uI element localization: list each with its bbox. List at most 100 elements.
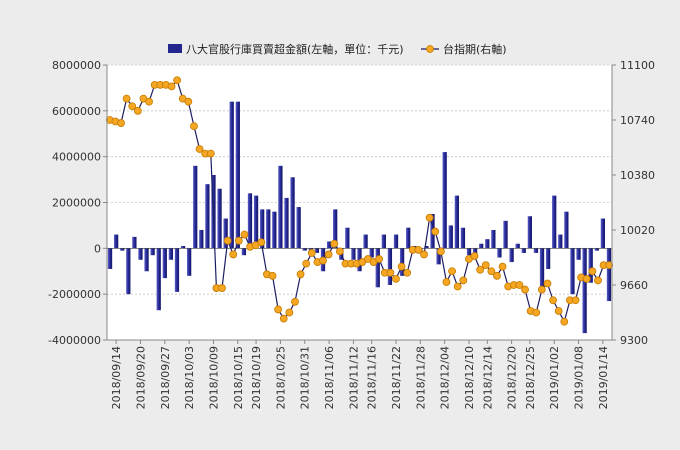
bar [302, 248, 307, 251]
line-point [476, 265, 485, 274]
line-point [420, 250, 428, 259]
bar [199, 230, 204, 249]
plot-area: 8000000 6000000 4000000 2000000 0 -2000000 -40… [48, 59, 655, 409]
bar [229, 101, 234, 249]
line-point [335, 247, 344, 256]
right-axis-label: 10740 [620, 114, 655, 127]
bar [284, 197, 289, 249]
x-axis-label: 2018/09/20 [134, 346, 147, 409]
line-point [515, 281, 524, 289]
x-axis-label: 2019/01/08 [573, 346, 586, 409]
bar [600, 218, 605, 249]
bar [114, 234, 119, 249]
line-point [582, 274, 591, 283]
line-point [459, 276, 468, 285]
x-axis-label: 2018/10/25 [274, 346, 287, 409]
bar [552, 195, 557, 249]
line-point [605, 261, 614, 270]
line-point [498, 262, 507, 271]
line-point [414, 245, 423, 254]
line-point [173, 76, 182, 85]
line-point [493, 271, 501, 280]
line-point [117, 119, 125, 127]
bar [606, 248, 612, 302]
bar [375, 248, 380, 288]
left-axis-label: -4000000 [48, 334, 101, 347]
bar [369, 248, 374, 258]
line-point [257, 238, 266, 247]
bar [533, 248, 539, 253]
bar [132, 236, 137, 249]
line-point [167, 82, 176, 91]
line-point [453, 282, 462, 291]
bar [314, 248, 320, 253]
bar [454, 195, 459, 249]
bar [253, 195, 259, 249]
x-axis-label: 2018/12/14 [481, 346, 494, 409]
bar [193, 165, 198, 249]
bar [503, 220, 508, 249]
bar [527, 216, 532, 249]
line-point [554, 307, 563, 315]
bar [217, 188, 222, 249]
line-point [571, 296, 580, 305]
legend-line-marker [426, 45, 434, 53]
legend-bar-swatch [168, 44, 182, 53]
bar [485, 239, 490, 249]
line-point [386, 268, 395, 277]
bar [570, 248, 575, 295]
line-point [403, 268, 412, 277]
line-point [594, 276, 602, 285]
line-point [537, 285, 546, 294]
bar [260, 209, 265, 249]
bar [290, 177, 295, 249]
line-point [319, 256, 327, 265]
bar [120, 248, 125, 251]
x-axis-label: 2019/01/02 [548, 346, 561, 409]
bar [241, 248, 247, 256]
line-point [122, 94, 131, 103]
right-axis-label: 9300 [620, 334, 648, 347]
line-point [279, 314, 288, 323]
bar [515, 243, 520, 249]
line-point [324, 250, 333, 259]
line-point [195, 145, 204, 153]
line-point [481, 261, 490, 270]
line-point [470, 252, 479, 260]
x-axis-label: 2018/11/06 [323, 346, 336, 409]
bar [126, 248, 131, 295]
bar [156, 248, 161, 311]
line-point [560, 317, 569, 326]
line-point [436, 247, 445, 256]
x-axis-label: 2018/12/10 [463, 346, 476, 409]
x-axis-label: 2019/01/14 [597, 346, 610, 409]
line-point [425, 213, 434, 222]
bar [558, 234, 563, 249]
bar [497, 248, 502, 258]
line-point [307, 249, 316, 257]
right-axis-label: 9660 [620, 279, 648, 292]
bar [436, 248, 441, 265]
line-point [448, 267, 456, 276]
line-point [291, 297, 299, 306]
bar [460, 227, 466, 249]
bar [406, 227, 411, 249]
bar [150, 248, 155, 256]
bar [399, 248, 405, 276]
left-axis-label: 6000000 [52, 105, 101, 118]
line-point [133, 106, 142, 115]
x-axis-label: 2018/11/28 [414, 346, 427, 409]
bar [266, 209, 271, 249]
line-point [588, 267, 597, 276]
right-axis-label: 10380 [620, 169, 655, 182]
bar [363, 234, 368, 249]
line-point [431, 227, 440, 236]
bar [247, 193, 253, 249]
x-axis-label: 2018/11/22 [390, 346, 403, 409]
x-axis-label: 2018/11/12 [347, 346, 360, 409]
bar [235, 101, 240, 249]
x-axis-label: 2018/10/15 [232, 346, 245, 409]
bar [472, 248, 478, 256]
right-axis-label: 10020 [620, 224, 655, 237]
